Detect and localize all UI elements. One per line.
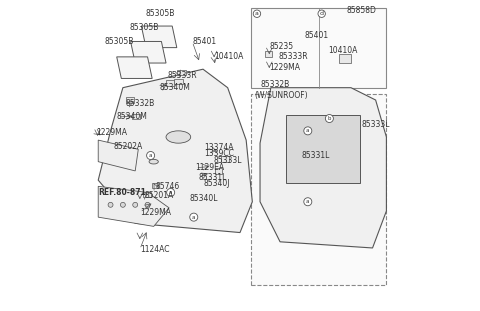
Circle shape	[325, 114, 334, 123]
Text: 1229MA: 1229MA	[140, 208, 171, 217]
FancyBboxPatch shape	[143, 192, 151, 197]
Text: 85332B: 85332B	[260, 80, 289, 89]
Text: 85340J: 85340J	[203, 179, 229, 188]
FancyBboxPatch shape	[215, 168, 222, 174]
Polygon shape	[98, 186, 169, 226]
Text: 1229MA: 1229MA	[96, 128, 128, 137]
FancyBboxPatch shape	[126, 97, 133, 103]
Circle shape	[304, 198, 312, 206]
Text: 85331L: 85331L	[198, 173, 227, 182]
FancyBboxPatch shape	[132, 114, 140, 119]
Text: 1229MA: 1229MA	[269, 63, 300, 72]
Text: 85333L: 85333L	[214, 156, 242, 165]
Circle shape	[146, 151, 155, 160]
Text: a: a	[149, 153, 152, 158]
Circle shape	[167, 188, 175, 197]
Circle shape	[304, 127, 312, 135]
Text: 10410A: 10410A	[214, 52, 243, 61]
Text: 85305B: 85305B	[129, 23, 158, 32]
FancyBboxPatch shape	[174, 79, 183, 84]
Polygon shape	[98, 140, 138, 171]
Text: 85305B: 85305B	[104, 37, 134, 46]
Text: 13374A: 13374A	[204, 143, 234, 152]
Circle shape	[108, 202, 113, 207]
Polygon shape	[117, 57, 152, 78]
Circle shape	[253, 10, 261, 17]
Text: 85333R: 85333R	[278, 52, 308, 61]
Text: a: a	[306, 199, 310, 204]
Text: 85401: 85401	[192, 37, 216, 46]
FancyBboxPatch shape	[286, 115, 360, 183]
Text: 10410A: 10410A	[328, 46, 357, 55]
Text: 85401: 85401	[305, 31, 329, 40]
Text: 85746: 85746	[155, 182, 180, 191]
Text: 85332B: 85332B	[126, 99, 155, 108]
Ellipse shape	[149, 159, 158, 164]
Text: 85202A: 85202A	[114, 142, 143, 151]
Text: 85340M: 85340M	[160, 83, 191, 92]
Circle shape	[133, 202, 138, 207]
FancyBboxPatch shape	[152, 183, 158, 188]
FancyBboxPatch shape	[221, 156, 228, 162]
Text: 85235: 85235	[269, 42, 293, 51]
Text: a: a	[169, 190, 172, 195]
Text: a: a	[255, 11, 259, 16]
Text: 85340L: 85340L	[189, 194, 217, 203]
FancyBboxPatch shape	[338, 54, 351, 63]
FancyBboxPatch shape	[251, 94, 386, 285]
Polygon shape	[260, 88, 386, 248]
Polygon shape	[131, 41, 166, 63]
Polygon shape	[98, 69, 252, 233]
Text: 85331L: 85331L	[301, 151, 330, 160]
Text: 1339CC: 1339CC	[204, 150, 234, 159]
Text: b: b	[328, 116, 331, 121]
Circle shape	[145, 202, 150, 207]
Text: 85340M: 85340M	[117, 113, 147, 122]
FancyBboxPatch shape	[264, 51, 272, 57]
Text: 85333L: 85333L	[362, 120, 390, 129]
Ellipse shape	[166, 131, 191, 143]
Text: d: d	[320, 11, 324, 16]
Text: (W/SUNROOF): (W/SUNROOF)	[255, 91, 309, 100]
Circle shape	[190, 213, 198, 221]
Text: 85305B: 85305B	[146, 9, 175, 18]
Circle shape	[120, 202, 125, 207]
Text: 85333R: 85333R	[168, 71, 197, 80]
FancyBboxPatch shape	[166, 80, 174, 86]
Text: 85201A: 85201A	[144, 191, 174, 200]
Polygon shape	[142, 26, 177, 48]
Text: REF.80-871: REF.80-871	[98, 188, 146, 197]
FancyBboxPatch shape	[251, 7, 386, 88]
Text: 85858D: 85858D	[347, 6, 376, 15]
FancyBboxPatch shape	[177, 70, 186, 75]
Text: a: a	[306, 128, 310, 133]
Text: a: a	[192, 215, 195, 220]
Text: 1124AC: 1124AC	[140, 245, 169, 254]
Circle shape	[318, 10, 325, 17]
Text: 1129EA: 1129EA	[195, 163, 225, 172]
